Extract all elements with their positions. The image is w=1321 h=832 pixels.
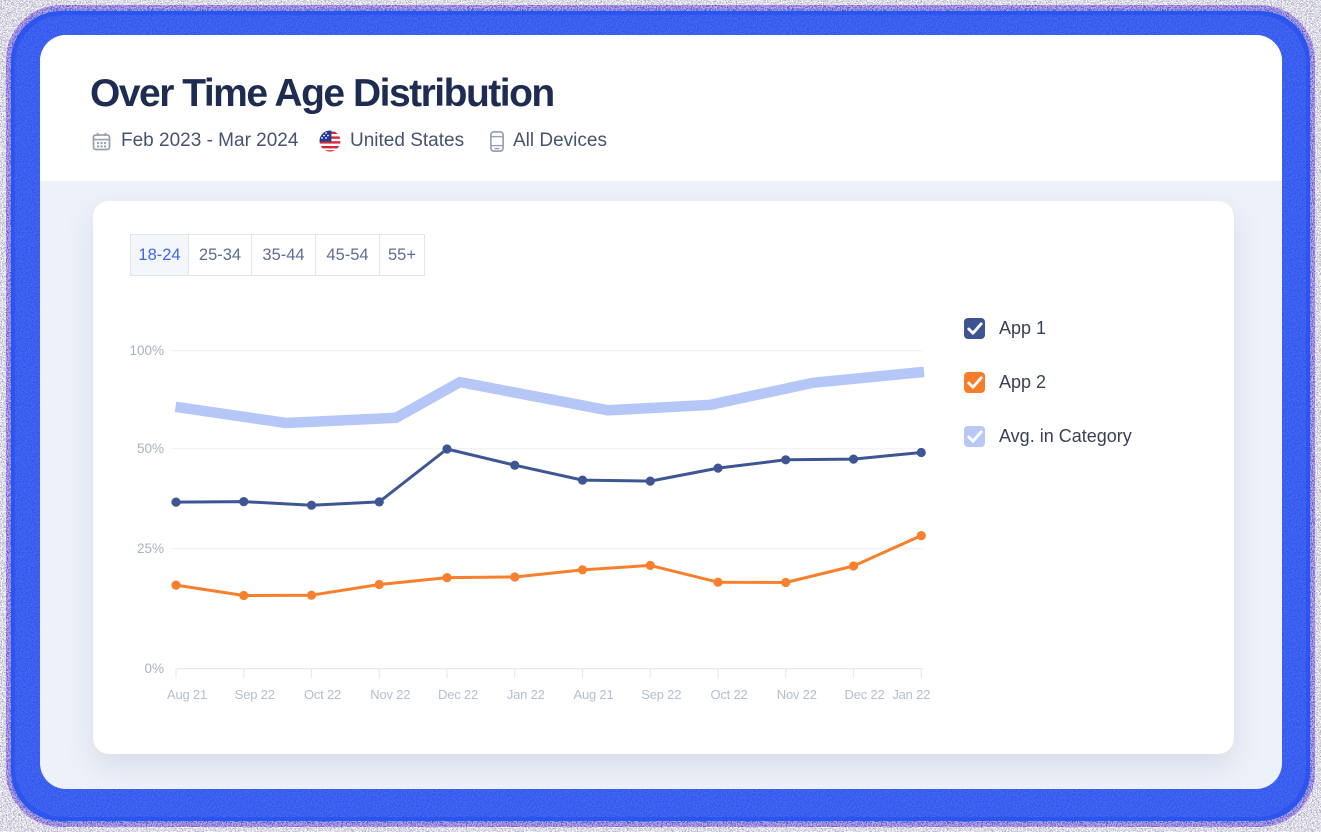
svg-text:100%: 100% xyxy=(129,343,164,358)
svg-text:Nov 22: Nov 22 xyxy=(370,687,410,702)
svg-text:Aug 21: Aug 21 xyxy=(573,687,613,702)
svg-text:25%: 25% xyxy=(137,541,164,556)
svg-text:0%: 0% xyxy=(144,661,164,676)
svg-text:Aug 21: Aug 21 xyxy=(167,687,207,702)
svg-text:50%: 50% xyxy=(137,441,164,456)
svg-text:Oct 22: Oct 22 xyxy=(304,687,341,702)
svg-text:Sep 22: Sep 22 xyxy=(641,687,681,702)
svg-text:Dec 22: Dec 22 xyxy=(438,687,478,702)
svg-text:Sep 22: Sep 22 xyxy=(235,687,275,702)
svg-text:Dec 22: Dec 22 xyxy=(845,687,885,702)
svg-text:Jan 22: Jan 22 xyxy=(892,687,930,702)
svg-text:Nov 22: Nov 22 xyxy=(777,687,817,702)
svg-text:Oct 22: Oct 22 xyxy=(710,687,747,702)
svg-text:Jan 22: Jan 22 xyxy=(507,687,545,702)
